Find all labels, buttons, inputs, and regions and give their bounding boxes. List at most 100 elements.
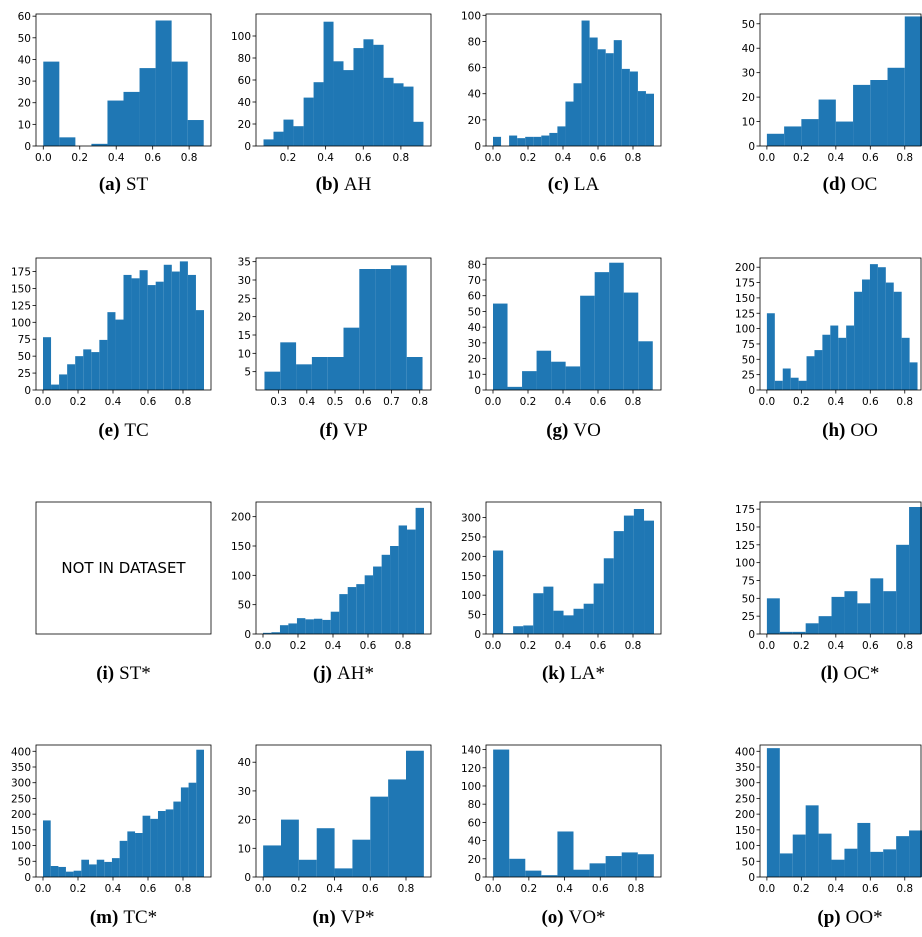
bar [818, 99, 836, 146]
caption-label: (f) [319, 420, 338, 441]
bar [509, 135, 518, 146]
y-tick-label: 25 [18, 368, 31, 380]
bar [343, 327, 360, 390]
caption-title: AH* [337, 663, 374, 684]
caption-label: (p) [817, 907, 840, 928]
caption-title: TC [124, 420, 148, 441]
y-tick-label: 75 [742, 575, 755, 587]
y-tick-label: 40 [742, 43, 755, 55]
x-tick-label: 0.0 [759, 396, 776, 408]
bar [171, 61, 188, 147]
bar [513, 626, 524, 634]
bar [75, 356, 84, 390]
x-tick-label: 0.6 [862, 640, 879, 652]
bar [89, 864, 97, 877]
x-tick-label: 0.6 [355, 396, 372, 408]
x-tick-label: 0.6 [590, 396, 607, 408]
bar [373, 566, 382, 634]
bar [870, 851, 884, 877]
bar [493, 136, 502, 146]
bar [393, 83, 404, 146]
bar [573, 83, 582, 146]
y-tick-label: 20 [238, 815, 251, 827]
bar [831, 596, 845, 634]
bar [835, 121, 854, 146]
bar [179, 261, 188, 390]
x-tick-label: 0.8 [393, 152, 410, 164]
bar [123, 91, 140, 146]
x-tick-label: 0.0 [485, 883, 502, 895]
bar [517, 138, 526, 146]
x-tick-label: 0.4 [827, 883, 844, 895]
bar [264, 371, 281, 390]
x-tick-label: 0.8 [896, 883, 913, 895]
y-tick-label: 50 [742, 19, 755, 31]
x-tick-label: 0.0 [35, 152, 52, 164]
y-tick-label: 0 [244, 629, 251, 641]
bar [846, 325, 855, 390]
bar [563, 615, 574, 634]
bar [887, 67, 905, 146]
caption-label: (d) [823, 174, 846, 195]
x-tick-label: 0.2 [521, 883, 538, 895]
bar [523, 625, 534, 634]
bar [909, 362, 918, 390]
bar [263, 139, 274, 146]
bar [565, 366, 581, 390]
y-tick-label: 150 [11, 283, 31, 295]
y-tick-label: 100 [461, 781, 481, 793]
x-tick-label: 0.0 [759, 640, 776, 652]
bar [334, 868, 353, 877]
caption-title: LA [574, 174, 600, 195]
y-tick-label: 100 [231, 570, 251, 582]
caption: (n) VP* [312, 907, 374, 928]
bar [375, 269, 391, 390]
y-tick-label: 50 [18, 33, 31, 45]
y-tick-label: 0 [244, 141, 251, 153]
bar [139, 68, 156, 146]
bar [131, 278, 140, 390]
y-tick-label: 20 [468, 115, 481, 127]
y-tick-label: 100 [735, 841, 755, 853]
bar [403, 86, 414, 146]
bar [163, 264, 172, 390]
bar [333, 61, 344, 146]
caption-label: (c) [548, 174, 569, 195]
y-tick-label: 0 [474, 385, 481, 397]
bar [609, 262, 624, 390]
bar [831, 859, 845, 877]
x-tick-label: 0.0 [759, 883, 776, 895]
y-tick-label: 100 [11, 841, 31, 853]
bar [805, 623, 819, 634]
bar [364, 575, 374, 634]
bar [81, 859, 90, 877]
x-tick-label: 0.4 [105, 883, 122, 895]
bar [644, 520, 654, 634]
y-tick-label: 100 [461, 590, 481, 602]
caption-title: LA* [570, 663, 605, 684]
y-tick-label: 200 [735, 809, 755, 821]
bar [353, 48, 364, 146]
caption: (c) LA [548, 174, 600, 195]
bar [383, 77, 394, 146]
x-tick-label: 0.0 [485, 152, 502, 164]
y-tick-label: 0 [24, 872, 31, 884]
bar [273, 131, 284, 146]
y-tick-label: 20 [238, 119, 251, 131]
y-tick-label: 80 [468, 799, 481, 811]
bar [885, 282, 894, 390]
bar [792, 834, 806, 877]
bar [790, 377, 799, 390]
bar [877, 267, 886, 390]
y-tick-label: 0 [748, 141, 755, 153]
y-tick-label: 30 [18, 76, 31, 88]
y-tick-label: 30 [742, 68, 755, 80]
caption: (g) VO [546, 420, 601, 441]
caption: (i) ST* [96, 663, 151, 684]
panel-note: NOT IN DATASET [61, 559, 186, 577]
bar [830, 325, 839, 390]
y-tick-label: 75 [742, 339, 755, 351]
bar [359, 269, 376, 390]
y-tick-label: 20 [468, 354, 481, 366]
bar [589, 863, 606, 877]
